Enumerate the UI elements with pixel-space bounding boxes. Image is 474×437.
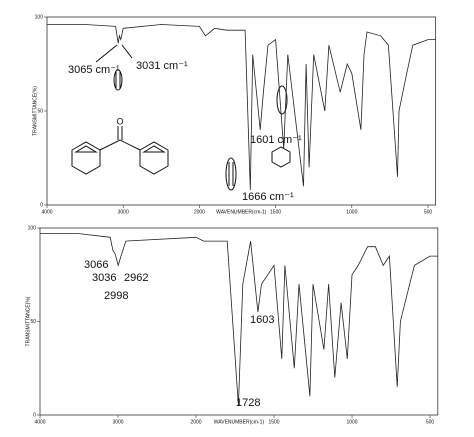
annotation: 3036 xyxy=(92,272,116,284)
molecule: O xyxy=(71,44,291,191)
plot-frame xyxy=(46,16,437,206)
x-tick-label: 4000 xyxy=(41,209,52,215)
x-tick-label: 3000 xyxy=(112,419,123,425)
annotation: 3031 cm⁻¹ xyxy=(136,60,188,72)
y-axis-label: TRANSMITTANCE(%) xyxy=(32,86,38,136)
x-tick-label: 2000 xyxy=(190,419,201,425)
x-tick-label: 1000 xyxy=(346,419,357,425)
annotation: 2962 xyxy=(124,272,148,284)
y-tick-label: 50 xyxy=(30,319,36,325)
x-axis-label: WAVENUMBER(cm-1) xyxy=(214,419,265,425)
spectrum-line xyxy=(40,233,438,406)
x-tick-label: 500 xyxy=(424,209,433,215)
x-tick-label: 1000 xyxy=(346,209,357,215)
y-tick-label: 50 xyxy=(37,108,43,114)
y-tick-label: 0 xyxy=(33,412,36,418)
x-tick-label: 1500 xyxy=(268,419,279,425)
x-tick-label: 2000 xyxy=(194,209,205,215)
annotation: 1666 cm⁻¹ xyxy=(242,191,294,203)
x-tick-label: 4000 xyxy=(34,419,45,425)
annotation: 3066 xyxy=(84,259,108,271)
x-tick-label: 1500 xyxy=(270,209,281,215)
x-tick-label: 500 xyxy=(426,419,435,425)
x-axis-label: WAVENUMBER(cm-1) xyxy=(216,209,267,215)
svg-text:O: O xyxy=(116,116,123,126)
y-tick-label: 100 xyxy=(28,225,37,231)
annotation: 2998 xyxy=(104,290,128,302)
y-tick-label: 100 xyxy=(35,14,44,20)
annotation: 1728 xyxy=(236,397,260,409)
annotation: 1603 xyxy=(250,314,274,326)
y-tick-label: 0 xyxy=(40,202,43,208)
x-tick-label: 3000 xyxy=(118,209,129,215)
spectrum-line xyxy=(47,24,436,191)
annotation: 3065 cm⁻¹ xyxy=(68,64,120,76)
y-axis-label: TRANSMITTANCE(%) xyxy=(25,296,31,346)
annotation: 1601 cm⁻¹ xyxy=(250,134,302,146)
